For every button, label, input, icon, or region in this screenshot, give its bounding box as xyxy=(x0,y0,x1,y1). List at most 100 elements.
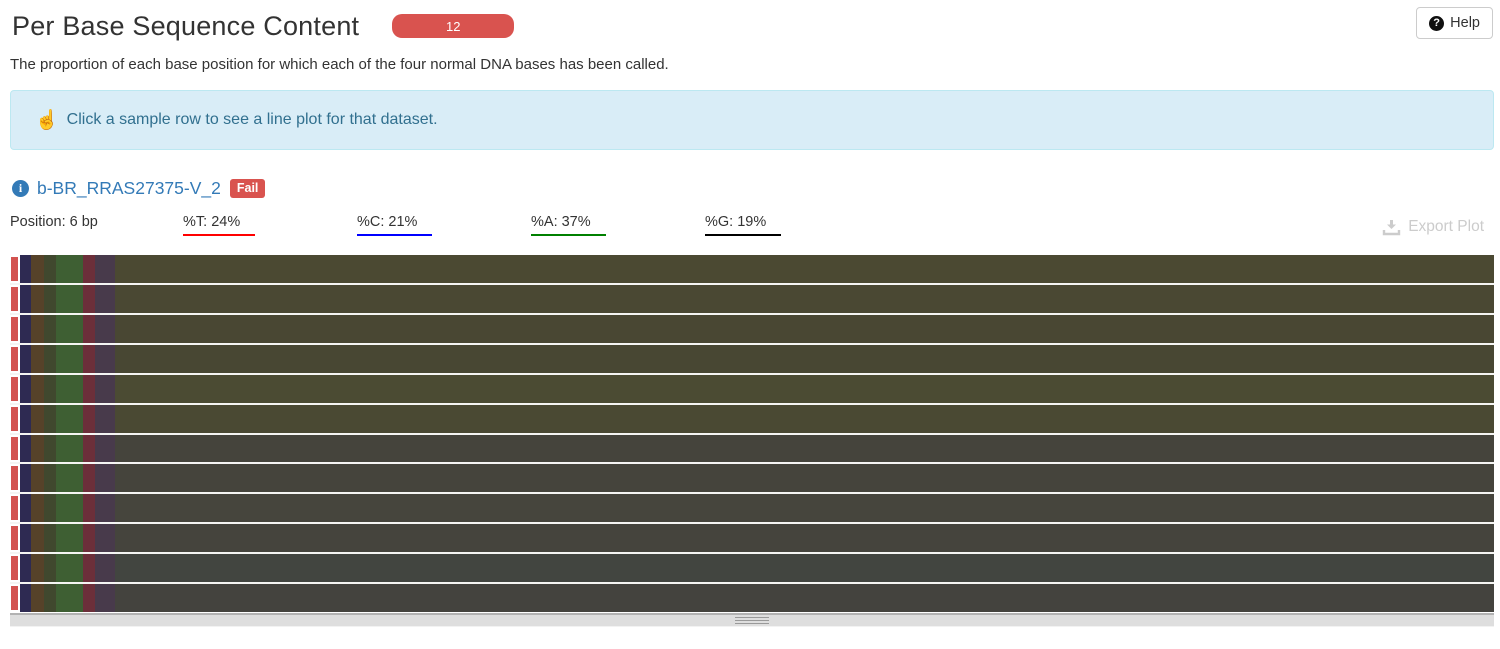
heatmap-band xyxy=(83,524,95,553)
export-plot-label: Export Plot xyxy=(1408,218,1484,235)
heatmap-band xyxy=(83,314,95,343)
heatmap-band xyxy=(56,374,83,403)
heatmap-band xyxy=(95,374,115,403)
row-highlight-marker xyxy=(11,496,18,521)
position-readout: Position: 6 bp xyxy=(10,214,98,230)
heatmap-sample-row[interactable] xyxy=(10,284,1494,315)
heatmap-tail xyxy=(115,554,1494,583)
heatmap-band xyxy=(44,404,56,433)
heatmap-band xyxy=(31,344,44,373)
row-highlight-marker xyxy=(11,586,18,611)
heatmap-band xyxy=(95,434,115,463)
heatmap-band xyxy=(83,554,95,583)
heatmap-band xyxy=(83,494,95,523)
page-title: Per Base Sequence Content xyxy=(12,10,360,41)
heatmap-band xyxy=(95,284,115,313)
heatmap-band xyxy=(56,284,83,313)
info-box: ☝ Click a sample row to see a line plot … xyxy=(10,90,1494,150)
heatmap-sample-row[interactable] xyxy=(10,374,1494,405)
heatmap-band xyxy=(83,464,95,493)
section-description: The proportion of each base position for… xyxy=(10,56,669,73)
heatmap-band xyxy=(44,434,56,463)
heatmap-band xyxy=(44,494,56,523)
heatmap-band xyxy=(31,434,44,463)
heatmap-band xyxy=(83,374,95,403)
row-highlight-marker xyxy=(11,436,18,461)
heatmap-band xyxy=(83,434,95,463)
plot-status-bar: Position: 6 bp %T: 24% %C: 21% %A: 37% %… xyxy=(10,213,1494,239)
heatmap-band xyxy=(20,524,31,553)
heatmap-sample-row[interactable] xyxy=(10,554,1494,585)
heatmap-sample-row[interactable] xyxy=(10,255,1494,285)
heatmap-tail xyxy=(115,524,1494,553)
heatmap-band xyxy=(31,314,44,343)
heatmap-sample-row[interactable] xyxy=(10,464,1494,495)
row-highlight-marker xyxy=(11,257,18,281)
row-highlight-marker xyxy=(11,346,18,371)
pct-a-cell: %A: 37% xyxy=(531,213,705,236)
section-header: Per Base Sequence Content 12 ? Help xyxy=(10,7,1494,45)
row-highlight-marker xyxy=(11,526,18,551)
heatmap-band xyxy=(20,554,31,583)
heatmap-sample-row[interactable] xyxy=(10,404,1494,435)
heatmap-band xyxy=(20,434,31,463)
row-highlight-marker xyxy=(11,376,18,401)
heatmap-sample-row[interactable] xyxy=(10,494,1494,525)
row-highlight-marker xyxy=(11,286,18,311)
heatmap-band xyxy=(56,554,83,583)
heatmap-band xyxy=(44,524,56,553)
info-box-text: Click a sample row to see a line plot fo… xyxy=(66,111,438,128)
heatmap-band xyxy=(83,404,95,433)
pct-g-cell: %G: 19% xyxy=(705,213,879,236)
section-per-base-sequence-content: Per Base Sequence Content 12 ? Help The … xyxy=(0,7,1500,627)
heatmap-band xyxy=(95,404,115,433)
info-circle-icon[interactable]: i xyxy=(12,180,29,197)
download-icon xyxy=(1382,219,1401,235)
heatmap-band xyxy=(56,584,83,613)
heatmap-band xyxy=(83,584,95,613)
heatmap-sample-row[interactable] xyxy=(10,344,1494,375)
hand-pointer-icon: ☝ xyxy=(35,109,59,131)
heatmap-band xyxy=(44,344,56,373)
heatmap-band xyxy=(31,554,44,583)
heatmap-tail xyxy=(115,494,1494,523)
heatmap-sample-row[interactable] xyxy=(10,584,1494,613)
heatmap-band xyxy=(44,464,56,493)
heatmap-band xyxy=(20,464,31,493)
heatmap-tail xyxy=(115,404,1494,433)
help-button[interactable]: ? Help xyxy=(1416,7,1493,39)
heatmap-band xyxy=(20,314,31,343)
pct-c-readout: %C: 21% xyxy=(357,213,433,236)
pct-t-readout: %T: 24% xyxy=(183,213,256,236)
heatmap-sample-row[interactable] xyxy=(10,314,1494,345)
pct-a-readout: %A: 37% xyxy=(531,213,606,236)
heatmap-band xyxy=(95,494,115,523)
heatmap-band xyxy=(83,284,95,313)
heatmap-sample-row[interactable] xyxy=(10,524,1494,555)
status-badge-fail: Fail xyxy=(229,178,266,199)
heatmap-tail xyxy=(115,344,1494,373)
heatmap-band xyxy=(95,255,115,283)
heatmap-band xyxy=(31,374,44,403)
sample-name-link[interactable]: b-BR_RRAS27375-V_2 xyxy=(37,178,221,198)
export-plot-button[interactable]: Export Plot xyxy=(1376,217,1490,237)
heatmap-band xyxy=(44,284,56,313)
heatmap[interactable] xyxy=(10,255,1494,613)
heatmap-band xyxy=(44,255,56,283)
heatmap-band xyxy=(56,434,83,463)
heatmap-band xyxy=(20,255,31,283)
pct-c-cell: %C: 21% xyxy=(357,213,531,236)
question-mark-icon: ? xyxy=(1429,15,1445,31)
row-highlight-marker xyxy=(11,466,18,491)
plot-resize-handle[interactable] xyxy=(10,613,1494,627)
heatmap-band xyxy=(44,584,56,613)
row-highlight-marker xyxy=(11,406,18,431)
sample-count-badge: 12 xyxy=(392,14,515,38)
heatmap-band xyxy=(20,404,31,433)
heatmap-band xyxy=(20,344,31,373)
heatmap-band xyxy=(56,524,83,553)
heatmap-band xyxy=(95,464,115,493)
heatmap-sample-row[interactable] xyxy=(10,434,1494,465)
heatmap-band xyxy=(31,464,44,493)
heatmap-band xyxy=(95,344,115,373)
